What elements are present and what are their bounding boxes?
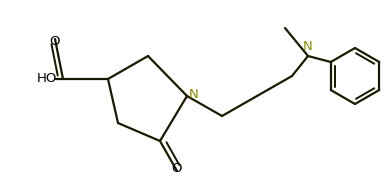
Text: N: N	[189, 87, 199, 100]
Text: N: N	[303, 40, 313, 53]
Text: O: O	[49, 35, 59, 48]
Text: O: O	[172, 162, 182, 175]
Text: HO: HO	[37, 73, 57, 86]
